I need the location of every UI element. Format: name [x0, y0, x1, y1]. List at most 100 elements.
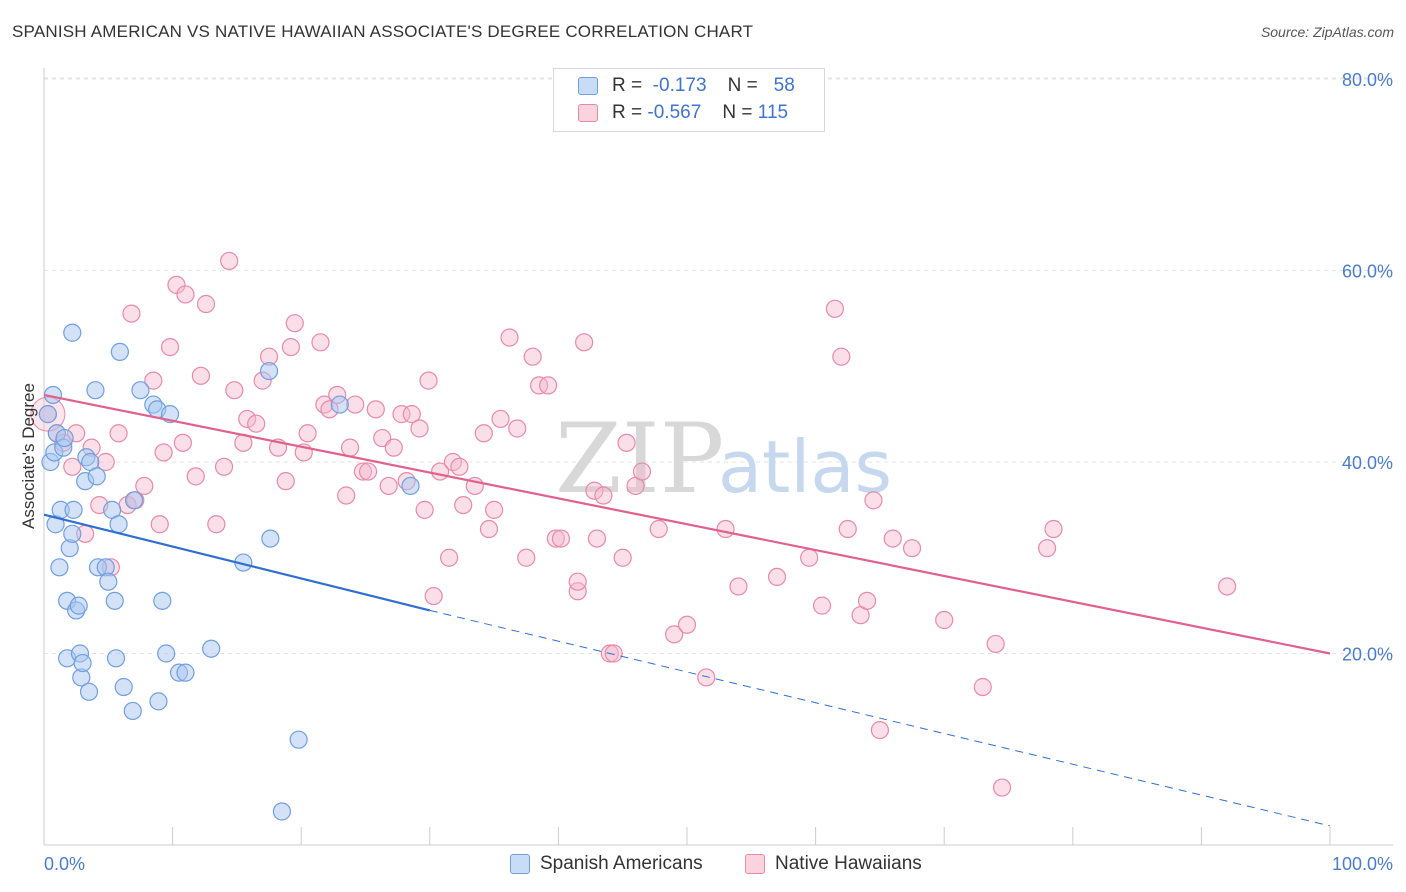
data-point [311, 333, 330, 352]
data-point [353, 462, 373, 481]
data-point [508, 419, 527, 438]
data-point [186, 467, 205, 486]
data-point [358, 462, 378, 481]
data-point [649, 519, 668, 539]
x-tick-labels: 0.0% 100.0% [44, 854, 1393, 874]
series-spanish-americans [38, 323, 420, 821]
trend-lines [43, 393, 1331, 827]
chart-source: Source: ZipAtlas.com [1260, 24, 1394, 40]
data-point [568, 572, 587, 591]
data-point [864, 491, 883, 510]
data-point [69, 596, 88, 615]
data-point [276, 472, 295, 491]
data-point [110, 342, 129, 361]
data-point [79, 682, 99, 701]
data-point [63, 323, 82, 342]
data-point [225, 381, 244, 400]
data-point [539, 376, 558, 395]
legend-r-value: -0.173 [652, 75, 707, 96]
data-point [330, 395, 349, 414]
data-point [202, 639, 221, 658]
data-point [401, 476, 420, 496]
data-point [124, 491, 144, 510]
legend-r-value: -0.567 [647, 102, 702, 123]
data-point [767, 567, 787, 587]
stats-legend: R = -0.173 N = 58 R = -0.567 N = 115 [553, 68, 825, 132]
data-point [587, 529, 607, 548]
data-point [214, 457, 234, 476]
data-point [392, 405, 411, 424]
data-point [665, 625, 684, 644]
data-point [64, 500, 83, 519]
data-point [523, 347, 542, 366]
data-point [340, 438, 360, 457]
data-point [450, 457, 469, 476]
data-point [812, 596, 832, 615]
data-point [105, 591, 124, 610]
data-point [261, 529, 280, 548]
data-point [402, 405, 421, 424]
data-point [935, 610, 954, 630]
y-axis-label: Associate's Degree [19, 383, 38, 529]
legend-swatch-hawaiian [578, 104, 598, 122]
data-point [153, 591, 172, 610]
data-point [439, 548, 459, 567]
data-point [594, 486, 613, 505]
data-point [55, 428, 74, 448]
y-tick-labels: 20.0% 40.0% 60.0% 80.0% [1342, 70, 1393, 665]
legend-n-value: 58 [773, 75, 795, 96]
y-tick-label-60: 60.0% [1342, 262, 1393, 282]
data-point [902, 539, 922, 558]
data-point [838, 519, 857, 539]
data-point [716, 519, 735, 539]
data-point [160, 338, 180, 357]
data-point [63, 457, 82, 476]
data-point [149, 692, 168, 711]
data-point [697, 668, 716, 687]
bottom-legend-hawaiian: Native Hawaiians [745, 850, 922, 878]
data-point [298, 424, 317, 443]
data-point [285, 314, 304, 333]
data-point [135, 476, 154, 496]
watermark-zip: ZIP [555, 403, 724, 515]
data-point [50, 558, 69, 577]
data-point [281, 338, 301, 357]
data-point [384, 438, 403, 457]
data-point [677, 615, 697, 634]
data-point [454, 495, 473, 515]
data-point [1044, 519, 1063, 539]
data-point [500, 328, 519, 347]
bottom-legend-label-spanish: Spanish Americans [540, 853, 703, 874]
watermark-atlas: atlas [718, 425, 892, 509]
data-point [366, 400, 385, 419]
legend-r-label: R = [612, 75, 643, 96]
data-point [337, 486, 356, 505]
data-point [87, 467, 106, 486]
data-point [220, 251, 239, 271]
data-point [832, 347, 851, 366]
data-point [575, 333, 594, 352]
data-point [551, 529, 571, 548]
data-point [485, 500, 504, 519]
data-point [106, 649, 126, 668]
data-point [617, 433, 636, 452]
data-point [491, 409, 510, 429]
data-point [154, 443, 173, 462]
data-point [729, 577, 748, 596]
data-point [196, 294, 216, 314]
data-point [176, 663, 195, 682]
data-point [585, 481, 604, 500]
data-point [109, 515, 128, 534]
x-tick-label-max: 100.0% [1332, 854, 1393, 874]
legend-row-spanish: R = -0.173 N = 58 [554, 73, 795, 99]
data-point [73, 653, 92, 673]
data-point [144, 371, 163, 390]
data-point [259, 361, 279, 381]
trend-line-spanish-americans-extension [429, 609, 1331, 827]
data-point [992, 778, 1012, 797]
data-point [289, 730, 308, 749]
data-point [1218, 577, 1237, 596]
legend-r-label: R = [612, 102, 643, 123]
data-point [114, 677, 133, 697]
